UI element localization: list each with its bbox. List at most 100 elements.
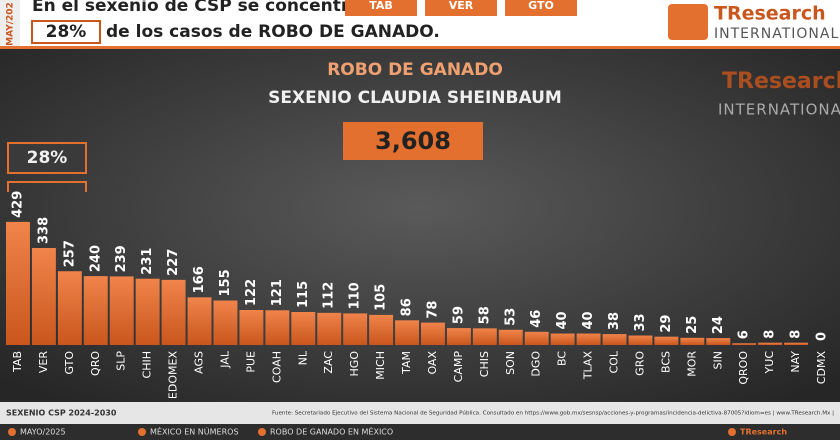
value-label: 29 xyxy=(659,315,674,333)
value-label: 110 xyxy=(348,282,363,309)
bar xyxy=(369,314,394,345)
bracket xyxy=(7,181,87,192)
category-label: GRO xyxy=(633,351,646,376)
bar xyxy=(343,313,368,345)
category-label: QRO xyxy=(89,351,102,376)
bottom-icon xyxy=(728,428,736,436)
category-label: QROO xyxy=(737,351,750,385)
footer-source: Fuente: Secretariado Ejecutivo del Siste… xyxy=(272,410,834,417)
value-label: 121 xyxy=(270,279,285,306)
bar xyxy=(498,329,523,345)
bar xyxy=(31,247,56,345)
bracket-label: 28% xyxy=(27,148,68,168)
value-label: 8 xyxy=(789,330,804,339)
value-label: 122 xyxy=(244,279,259,306)
bar xyxy=(628,335,653,345)
bar xyxy=(446,328,471,345)
bar xyxy=(239,309,264,345)
bottom-text: TResearch xyxy=(740,428,787,437)
value-label: 53 xyxy=(503,308,518,326)
state-box xyxy=(505,0,577,16)
value-label: 46 xyxy=(529,310,544,328)
value-label: 59 xyxy=(451,306,466,324)
value-label: 25 xyxy=(685,316,700,334)
value-label: 86 xyxy=(400,298,415,316)
chart-title: ROBO DE GANADO xyxy=(327,60,503,80)
value-label: 38 xyxy=(607,312,622,330)
bottom-icon xyxy=(258,428,266,436)
category-label: TLAX xyxy=(582,351,595,381)
category-label: YUC xyxy=(763,351,776,375)
bar xyxy=(161,279,186,345)
bar xyxy=(317,312,342,345)
value-label: 231 xyxy=(140,248,155,275)
logo-icon xyxy=(668,4,708,40)
category-label: SIN xyxy=(711,351,724,369)
category-label: CHIH xyxy=(141,351,154,378)
bar xyxy=(472,328,497,345)
watermark-name: TResearch xyxy=(722,69,840,94)
value-label: 6 xyxy=(737,330,752,339)
value-label: 8 xyxy=(763,330,778,339)
category-label: NL xyxy=(296,350,309,365)
value-label: 105 xyxy=(374,284,389,311)
category-label: EDOMEX xyxy=(167,351,180,400)
bottom-text: MAYO/2025 xyxy=(20,428,66,437)
footer-left: SEXENIO CSP 2024-2030 xyxy=(6,409,117,418)
category-label: PUE xyxy=(244,351,257,373)
logo-sub: INTERNATIONAL xyxy=(714,26,839,42)
logo-name: TResearch xyxy=(714,3,826,25)
category-label: COL xyxy=(608,350,621,373)
bar xyxy=(187,297,212,345)
footer-bg xyxy=(0,402,840,424)
bar xyxy=(706,338,731,345)
category-label: DGO xyxy=(530,351,543,377)
value-label: 40 xyxy=(581,311,596,329)
category-label: SLP xyxy=(115,351,128,371)
bar xyxy=(758,342,783,345)
category-label: JAL xyxy=(218,350,231,369)
bar xyxy=(654,336,679,345)
header-rule xyxy=(0,46,840,49)
value-label: 78 xyxy=(425,301,440,319)
bar xyxy=(109,276,134,345)
bottom-text: ROBO DE GANADO EN MÉXICO xyxy=(270,426,393,437)
bar xyxy=(524,331,549,345)
bar xyxy=(291,311,316,345)
value-label: 33 xyxy=(633,313,648,331)
header-line1: En el sexenio de CSP se concentran en xyxy=(32,0,402,16)
bar xyxy=(550,333,575,345)
category-label: ZAC xyxy=(322,351,335,374)
header-line2: de los casos de ROBO DE GANADO. xyxy=(106,22,440,42)
bar xyxy=(680,337,705,345)
bottom-text: MÉXICO EN NÚMEROS xyxy=(150,426,239,437)
value-label: 240 xyxy=(88,245,103,272)
bar xyxy=(784,342,809,345)
value-label: 115 xyxy=(296,281,311,308)
category-label: SON xyxy=(504,351,517,375)
header-share: 28% xyxy=(46,22,87,42)
state-box xyxy=(425,0,497,16)
bar xyxy=(421,322,445,345)
bottom-icon xyxy=(8,428,16,436)
value-label: 112 xyxy=(322,282,337,309)
category-label: GTO xyxy=(63,351,76,375)
bottom-bar xyxy=(0,424,840,440)
value-label: 239 xyxy=(114,245,129,272)
bar xyxy=(213,300,238,345)
share-box xyxy=(31,20,101,44)
state-label: TAB xyxy=(369,0,393,12)
state-label: GTO xyxy=(528,0,554,12)
category-label: BCS xyxy=(659,351,672,373)
watermark-sub: INTERNATIONAL xyxy=(718,101,840,119)
state-label: VER xyxy=(449,0,474,12)
value-label: 58 xyxy=(477,306,492,324)
bracket-box xyxy=(7,142,87,174)
bar xyxy=(83,276,108,345)
value-label: 227 xyxy=(166,249,181,276)
category-label: CDMX xyxy=(815,351,828,385)
category-label: TAB xyxy=(11,351,24,373)
value-label: 257 xyxy=(62,240,77,267)
category-label: AGS xyxy=(193,351,206,374)
category-label: HGO xyxy=(348,351,361,377)
